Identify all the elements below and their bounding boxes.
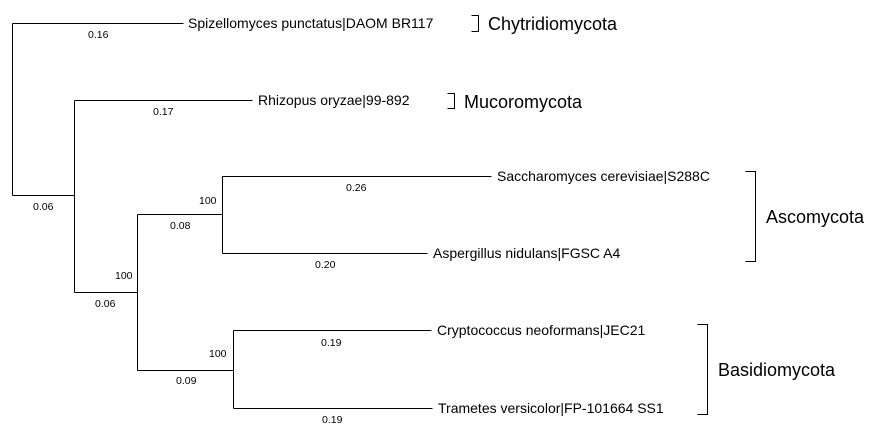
clade-label-ascomycota: Ascomycota <box>766 207 865 227</box>
leaf-label-aspergillus: Aspergillus nidulans|FGSC A4 <box>433 245 620 261</box>
leaf-label-spizellomyces: Spizellomyces punctatus|DAOM BR117 <box>188 15 434 31</box>
leaf-label-rhizopus: Rhizopus oryzae|99-892 <box>258 92 410 108</box>
mucoromycota-bracket <box>447 93 455 109</box>
leaf-label-saccharomyces: Saccharomyces cerevisiae|S288C <box>497 168 710 184</box>
leaf-label-cryptococcus: Cryptococcus neoformans|JEC21 <box>437 322 645 338</box>
clade-label-mucoromycota: Mucoromycota <box>464 92 583 112</box>
bootstrap-basidiomycota: 100 <box>209 348 227 360</box>
bootstrap-ascomycota: 100 <box>199 195 217 207</box>
branch-length-trametes: 0.19 <box>322 414 343 426</box>
branch-length-cryptococcus: 0.19 <box>321 337 342 349</box>
clade-label-basidiomycota: Basidiomycota <box>718 360 836 380</box>
branch-length-dikarya-to-ascomycota: 0.08 <box>170 220 191 232</box>
leaf-label-trametes: Trametes versicolor|FP-101664 SS1 <box>438 400 664 416</box>
branch-length-rhizopus: 0.17 <box>153 106 174 118</box>
branch-length-spizellomyces: 0.16 <box>88 29 109 41</box>
branch-length-root-to-inner: 0.06 <box>33 201 54 213</box>
branch-length-dikarya-to-basidiomycota: 0.09 <box>176 375 197 387</box>
branch-length-aspergillus: 0.20 <box>315 259 336 271</box>
ascomycota-bracket <box>745 171 756 262</box>
branch-length-inner-to-dikarya: 0.06 <box>95 298 116 310</box>
basidiomycota-bracket <box>697 324 708 415</box>
clade-label-chytridiomycota: Chytridiomycota <box>488 14 618 34</box>
bootstrap-dikarya: 100 <box>115 270 133 282</box>
chytridiomycota-bracket <box>471 15 479 32</box>
branch-length-saccharomyces: 0.26 <box>346 182 367 194</box>
